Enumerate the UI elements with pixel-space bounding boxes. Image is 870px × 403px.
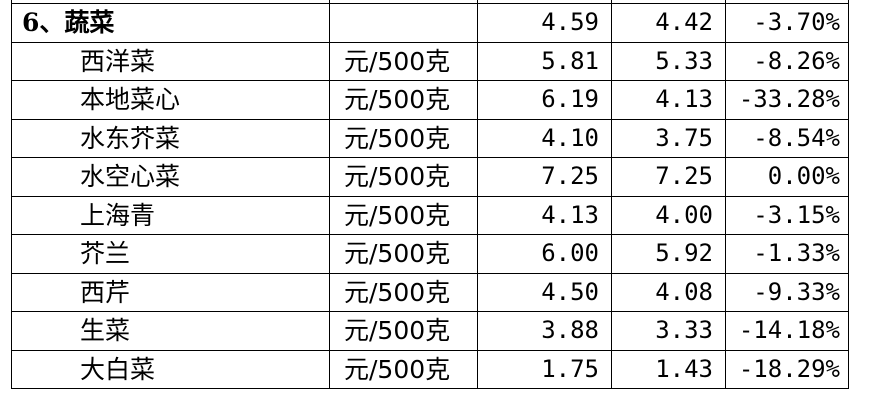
item-change: -8.26%: [725, 41, 849, 81]
item-name: 西芹: [11, 272, 330, 312]
item-prev-price: 6.00: [477, 234, 612, 274]
item-change: -8.54%: [725, 118, 849, 158]
item-curr-price: 3.75: [611, 118, 726, 158]
item-change: -18.29%: [725, 349, 849, 389]
item-unit: 元/500克: [329, 311, 478, 351]
item-prev-price: 5.81: [477, 41, 612, 81]
item-prev-price: 4.10: [477, 118, 612, 158]
table-row: 大白菜 元/500克 1.75 1.43 -18.29%: [11, 349, 849, 389]
table-row: 水空心菜 元/500克 7.25 7.25 0.00%: [11, 157, 849, 197]
item-prev-price: 7.25: [477, 157, 612, 197]
item-curr-price: 5.92: [611, 234, 726, 274]
item-prev-price: 4.13: [477, 195, 612, 235]
category-unit: [329, 3, 478, 43]
item-change: -33.28%: [725, 80, 849, 120]
item-change: -9.33%: [725, 272, 849, 312]
table-row: 西洋菜 元/500克 5.81 5.33 -8.26%: [11, 41, 849, 81]
item-curr-price: 5.33: [611, 41, 726, 81]
item-curr-price: 4.13: [611, 80, 726, 120]
item-unit: 元/500克: [329, 118, 478, 158]
item-curr-price: 4.00: [611, 195, 726, 235]
item-curr-price: 4.08: [611, 272, 726, 312]
item-name: 西洋菜: [11, 41, 330, 81]
item-unit: 元/500克: [329, 80, 478, 120]
table-row: 本地菜心 元/500克 6.19 4.13 -33.28%: [11, 80, 849, 120]
item-curr-price: 1.43: [611, 349, 726, 389]
table-row: 生菜 元/500克 3.88 3.33 -14.18%: [11, 311, 849, 351]
item-name: 水东芥菜: [11, 118, 330, 158]
item-change: -3.15%: [725, 195, 849, 235]
table-row: 水东芥菜 元/500克 4.10 3.75 -8.54%: [11, 118, 849, 158]
item-change: 0.00%: [725, 157, 849, 197]
item-unit: 元/500克: [329, 272, 478, 312]
item-unit: 元/500克: [329, 349, 478, 389]
item-curr-price: 3.33: [611, 311, 726, 351]
item-name: 大白菜: [11, 349, 330, 389]
item-prev-price: 6.19: [477, 80, 612, 120]
table-row: 西芹 元/500克 4.50 4.08 -9.33%: [11, 272, 849, 312]
table-row: 上海青 元/500克 4.13 4.00 -3.15%: [11, 195, 849, 235]
table-row: 芥兰 元/500克 6.00 5.92 -1.33%: [11, 234, 849, 274]
category-name: 6、蔬菜: [11, 3, 330, 43]
item-name: 芥兰: [11, 234, 330, 274]
item-prev-price: 4.50: [477, 272, 612, 312]
item-unit: 元/500克: [329, 195, 478, 235]
category-curr-price: 4.42: [611, 3, 726, 43]
item-curr-price: 7.25: [611, 157, 726, 197]
item-unit: 元/500克: [329, 234, 478, 274]
item-name: 上海青: [11, 195, 330, 235]
category-change: -3.70%: [725, 3, 849, 43]
item-change: -14.18%: [725, 311, 849, 351]
item-prev-price: 3.88: [477, 311, 612, 351]
item-name: 本地菜心: [11, 80, 330, 120]
item-unit: 元/500克: [329, 41, 478, 81]
table-row-partial: [11, 0, 849, 4]
cell-partial: [725, 0, 849, 4]
category-row: 6、蔬菜 4.59 4.42 -3.70%: [11, 3, 849, 43]
item-name: 生菜: [11, 311, 330, 351]
item-change: -1.33%: [725, 234, 849, 274]
price-table: 6、蔬菜 4.59 4.42 -3.70% 西洋菜 元/500克 5.81 5.33-…: [11, 0, 849, 389]
category-prev-price: 4.59: [477, 3, 612, 43]
item-unit: 元/500克: [329, 157, 478, 197]
item-prev-price: 1.75: [477, 349, 612, 389]
item-name: 水空心菜: [11, 157, 330, 197]
